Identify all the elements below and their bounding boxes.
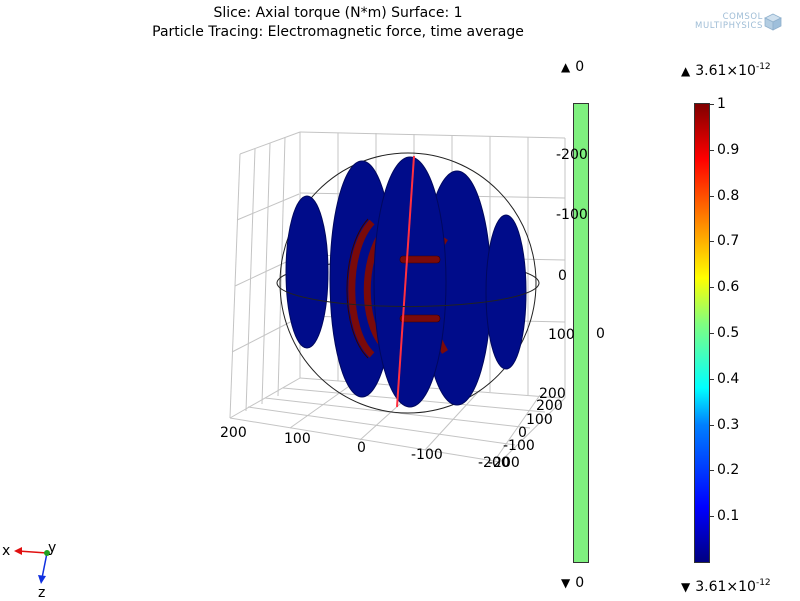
- color-bar-tick: [709, 241, 714, 242]
- right-axis-tick-label: -200: [556, 147, 588, 163]
- floor-grid: [229, 377, 566, 463]
- particle-trace: [396, 155, 415, 408]
- color-bar-tick: [709, 150, 714, 151]
- color-bar-tick-label: 0.5: [717, 325, 740, 341]
- right-axis-tick-label: 100: [548, 327, 575, 343]
- color-bar-tick: [709, 516, 714, 517]
- front-right-axis-tick-label: 0: [518, 425, 527, 441]
- green-legend-max: ▲ 0: [561, 59, 584, 75]
- color-bar-tick: [709, 196, 714, 197]
- heat-legend-max-base: 3.61×10: [695, 63, 756, 79]
- plot-title-line-1: Slice: Axial torque (N*m) Surface: 1: [213, 5, 463, 21]
- front-left-axis-tick-label: -200: [478, 455, 510, 471]
- front-right-axis-tick-label: 200: [536, 398, 563, 414]
- color-bar-tick-label: 0.4: [717, 371, 740, 387]
- slice-disk-center: [373, 156, 447, 408]
- color-bar-tick-label: 0.2: [717, 462, 740, 478]
- triangle-up-icon: ▲: [681, 64, 691, 78]
- logo-text-line-2: MULTIPHYSICS: [695, 21, 763, 31]
- logo-text-line-1: COMSOL: [722, 12, 763, 22]
- color-bar-tick: [709, 425, 714, 426]
- triangle-down-icon: ▼: [561, 576, 571, 590]
- color-bar-tick-label: 1: [717, 96, 726, 112]
- color-bar-tick-label: 0.9: [717, 142, 740, 158]
- color-bar-tick: [709, 104, 714, 105]
- coil-rings-front: [399, 255, 441, 323]
- right-axis-tick-label: 200: [539, 386, 566, 402]
- front-left-axis-tick-label: 100: [284, 431, 311, 447]
- front-right-axis-tick-label: -100: [503, 438, 535, 454]
- green-legend-mid-value: 0: [596, 326, 605, 342]
- front-left-axis-tick-label: 0: [357, 440, 366, 456]
- color-bar-tick-label: 0.7: [717, 233, 740, 249]
- color-bar-tick: [709, 287, 714, 288]
- sphere-outline: [279, 152, 537, 414]
- triad-x-label: x: [2, 543, 11, 559]
- axis-triad: [14, 547, 50, 584]
- right-axis-tick-label: -100: [556, 207, 588, 223]
- color-bar-tick-label: 0.6: [717, 279, 740, 295]
- front-left-axis-tick-label: 200: [220, 425, 247, 441]
- slice-disk: [485, 214, 527, 370]
- slice-disk: [285, 195, 329, 349]
- green-legend-max-value: 0: [575, 59, 585, 75]
- color-bar-tick: [709, 470, 714, 471]
- triad-y-label: y: [48, 540, 57, 556]
- color-bar-tick: [709, 379, 714, 380]
- color-bar-tick-label: 0.1: [717, 508, 740, 524]
- front-right-axis-tick-label: -200: [488, 455, 520, 471]
- coil-left-outer: [348, 219, 375, 358]
- triangle-down-icon: ▼: [681, 580, 691, 594]
- green-legend-min-value: 0: [575, 575, 585, 591]
- heat-legend-max-exp: -12: [755, 62, 771, 72]
- triangle-up-icon: ▲: [561, 60, 571, 74]
- sphere-equator-front: [276, 277, 537, 308]
- heat-legend-max: ▲ 3.61×10-12: [681, 59, 771, 79]
- heat-legend-min: ▼ 3.61×10-12: [681, 575, 771, 595]
- right-axis-tick-label: 0: [558, 268, 567, 284]
- front-left-axis-tick-label: -100: [411, 447, 443, 463]
- green-legend-min: ▼ 0: [561, 575, 584, 591]
- comsol-logo: COMSOL MULTIPHYSICS: [670, 10, 785, 35]
- triad-z-label: z: [38, 585, 46, 601]
- green-color-bar: [573, 103, 589, 563]
- color-bar-tick-label: 0.8: [717, 188, 740, 204]
- heat-legend-min-base: 3.61×10: [695, 579, 756, 595]
- comsol-cube-icon: [764, 13, 782, 31]
- color-bar-tick: [709, 333, 714, 334]
- front-right-axis-tick-label: 100: [526, 412, 553, 428]
- plot-title-line-2: Particle Tracing: Electromagnetic force,…: [152, 24, 524, 40]
- color-bar-tick-label: 0.3: [717, 417, 740, 433]
- heat-legend-min-exp: -12: [755, 578, 771, 588]
